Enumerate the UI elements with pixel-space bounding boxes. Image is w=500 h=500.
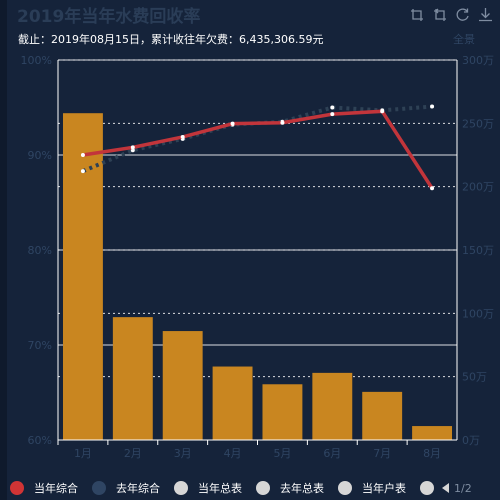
bar (362, 391, 403, 440)
x-tick-label: 2月 (124, 447, 142, 460)
zoom-reset-icon[interactable] (431, 6, 448, 23)
unit-label: 全景 (453, 33, 475, 46)
legend-item-current-combined[interactable]: 当年综合 (10, 480, 78, 496)
refresh-icon[interactable] (454, 6, 471, 23)
bar (312, 372, 353, 440)
axis-layer: 60% 70% 80% 90% 100% 0万 50万 100万 150万 200万 250万 300… (21, 54, 494, 460)
bar (412, 426, 453, 440)
bar (212, 366, 253, 440)
y-left-tick-label: 70% (28, 339, 52, 352)
legend-pager: 1/2 (442, 482, 472, 495)
series-point-current-year (380, 109, 385, 114)
legend-marker (256, 481, 270, 495)
y-right-tick-label: 250万 (462, 117, 494, 130)
series-point-current-year (130, 145, 135, 150)
legend-item-last-total-meter[interactable]: 去年总表 (256, 480, 324, 496)
legend: 当年综合 去年综合 当年总表 去年总表 当年户表 1/2 (10, 478, 500, 498)
bar (162, 331, 203, 440)
download-icon[interactable] (477, 6, 494, 23)
series-line-current-year (82, 109, 434, 190)
series-point-last-year (430, 104, 435, 109)
x-tick-label: 6月 (323, 447, 341, 460)
x-tick-label: 8月 (423, 447, 441, 460)
legend-label: 去年总表 (280, 482, 324, 495)
chart-title: 2019年当年水费回收率 (17, 7, 201, 27)
legend-marker (92, 481, 106, 495)
legend-label: 当年总表 (198, 482, 242, 495)
series-point-current-year (230, 121, 235, 126)
bar (262, 384, 303, 440)
y-right-tick-label: 150万 (462, 244, 494, 257)
bar (62, 113, 103, 440)
legend-label: 当年综合 (34, 482, 78, 495)
series-point-current-year (80, 153, 85, 157)
y-right-tick-label: 200万 (462, 181, 494, 194)
bar-layer (62, 113, 453, 440)
bar (112, 317, 153, 440)
x-tick-label: 7月 (373, 447, 391, 460)
legend-marker (174, 481, 188, 495)
legend-item-current-total-meter[interactable]: 当年总表 (174, 480, 242, 496)
x-tick-label: 5月 (273, 447, 291, 460)
legend-item-last-combined[interactable]: 去年综合 (92, 480, 160, 496)
chevron-left-icon[interactable] (442, 483, 450, 493)
y-left-tick-label: 60% (28, 434, 52, 447)
y-right-tick-label: 50万 (462, 371, 487, 384)
series-point-current-year (330, 112, 335, 117)
y-left-tick-label: 100% (21, 54, 52, 67)
y-right-tick-label: 0万 (462, 434, 480, 447)
legend-marker (420, 481, 434, 495)
y-left-tick-label: 80% (28, 244, 52, 257)
x-tick-label: 3月 (174, 447, 192, 460)
legend-item-current-household-meter[interactable]: 当年户表 (338, 480, 406, 496)
series-point-last-year (80, 169, 85, 174)
legend-item-more[interactable] (420, 481, 434, 495)
series-point-current-year (280, 120, 285, 125)
y-left-tick-label: 90% (28, 149, 52, 162)
series-point-current-year (430, 186, 435, 191)
legend-label: 当年户表 (362, 482, 406, 495)
legend-page-indicator: 1/2 (454, 481, 472, 495)
legend-label: 去年综合 (116, 482, 160, 495)
chart-subtitle: 截止：2019年08月15日，累计收往年欠费：6,435,306.59元 (18, 33, 324, 46)
series-point-last-year (330, 105, 335, 110)
line-layer (80, 104, 435, 191)
toolbox (408, 6, 494, 23)
zoom-icon[interactable] (408, 6, 425, 23)
x-tick-label: 4月 (224, 447, 242, 460)
legend-marker (338, 481, 352, 495)
legend-marker (10, 481, 24, 495)
y-right-tick-label: 100万 (462, 307, 494, 320)
series-line-last-year (82, 104, 433, 173)
y-right-tick-label: 300万 (462, 54, 494, 67)
series-point-current-year (180, 134, 185, 139)
x-tick-label: 1月 (74, 447, 92, 460)
